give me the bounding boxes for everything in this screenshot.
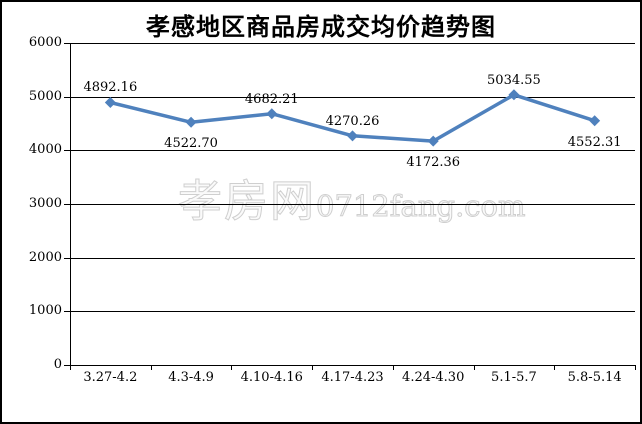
- marker-point: [185, 116, 197, 128]
- marker-point: [266, 108, 278, 120]
- marker-point: [347, 130, 358, 142]
- marker-point: [104, 96, 116, 108]
- watermark: 孝房网0712fang.com: [178, 165, 526, 229]
- chart-title: 孝感地区商品房成交均价趋势图: [146, 12, 496, 41]
- watermark-site-name: 孝房网: [178, 176, 316, 228]
- watermark-site-url: 0712fang.com: [316, 189, 526, 224]
- marker-point: [427, 135, 439, 147]
- marker-point: [589, 115, 601, 127]
- marker-point: [508, 89, 520, 101]
